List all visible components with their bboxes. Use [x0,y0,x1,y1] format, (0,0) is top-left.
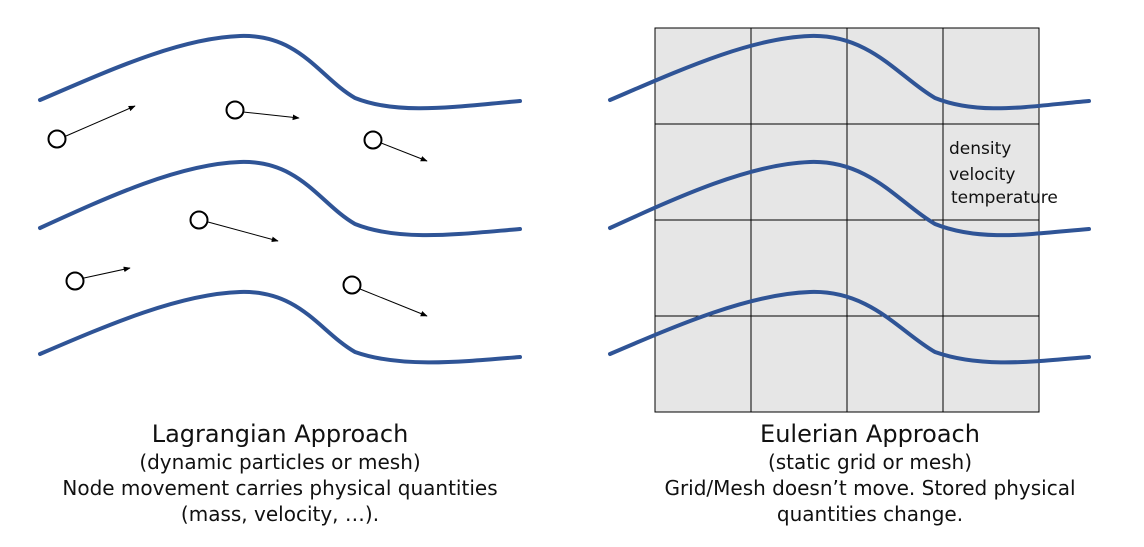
particle [65,266,131,291]
lagrangian-streamlines [38,33,522,365]
eulerian-grid [654,27,1040,413]
velocity-arrow [359,288,428,317]
quantity-temperature: temperature [951,188,1058,208]
velocity-arrow [380,142,428,162]
particle [189,210,279,243]
lagrangian-title: Lagrangian Approach [151,420,409,448]
streamline-bottom [38,289,522,365]
particle [363,130,428,162]
lagrangian-subtitle: (dynamic particles or mesh) [139,450,421,474]
particle-node [47,129,67,149]
streamline-middle [608,159,1091,238]
cell-quantities: density velocity temperature [949,139,1058,208]
eulerian-description-line1: Grid/Mesh doesn’t move. Stored physical [664,476,1076,500]
velocity-arrow [207,221,279,243]
eulerian-subtitle: (static grid or mesh) [767,450,973,474]
eulerian-description-line2: quantities change. [776,502,964,526]
particle-node [225,100,245,120]
quantity-density: density [949,139,1011,159]
quantity-velocity: velocity [949,165,1015,185]
velocity-arrow [65,105,136,137]
particle [225,100,300,121]
eulerian-streamlines [608,33,1091,365]
particle [47,105,136,149]
particle-node [189,210,209,230]
streamline-bottom [608,289,1091,365]
particles [47,100,428,317]
particle-node [342,275,362,295]
streamline-middle [38,159,522,238]
lagrangian-description-line1: Node movement carries physical quantitie… [62,476,498,500]
streamline-top [608,33,1091,111]
particle [342,275,428,317]
velocity-arrow [242,111,300,121]
streamline-top [38,33,522,111]
lagrangian-description-line2: (mass, velocity, …). [180,502,380,526]
velocity-arrow [83,266,131,279]
particle-node [65,271,85,291]
lagrangian-caption: Lagrangian Approach (dynamic particles o… [30,422,530,524]
particle-node [363,130,383,150]
eulerian-caption: Eulerian Approach (static grid or mesh) … [630,422,1110,524]
eulerian-title: Eulerian Approach [760,420,980,448]
